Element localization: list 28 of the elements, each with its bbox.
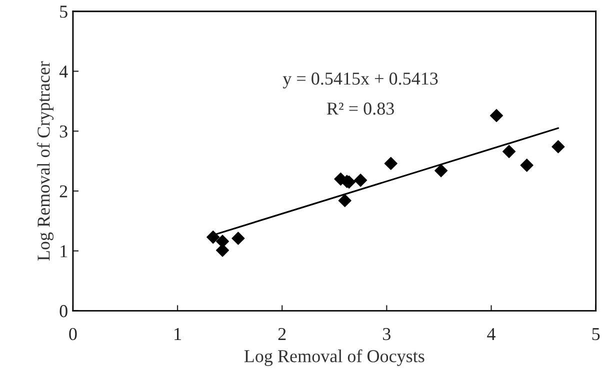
point xyxy=(216,244,230,257)
x-tick-label: 4 xyxy=(487,328,496,340)
point xyxy=(354,174,368,187)
point xyxy=(552,140,565,154)
point xyxy=(216,234,230,248)
point xyxy=(434,164,448,178)
y-tick-label: 4 xyxy=(59,66,68,78)
point xyxy=(206,230,220,244)
point xyxy=(384,156,398,170)
y-tick-label: 0 xyxy=(60,305,68,318)
x-tick-label: 2 xyxy=(278,328,286,340)
point xyxy=(520,158,534,172)
y-axis-title: Log Removal of Cryptracer xyxy=(36,61,54,261)
x-axis-title: Log Removal of Oocysts xyxy=(244,349,424,366)
y-tick-label: 1 xyxy=(60,245,68,258)
point xyxy=(232,232,245,245)
y-tick-label: 3 xyxy=(60,125,68,138)
annotation: R² = 0.83 xyxy=(326,102,394,115)
y-tick-label: 2 xyxy=(60,185,68,198)
x-tick-label: 0 xyxy=(69,328,77,340)
x-tick-label: 3 xyxy=(383,328,390,340)
x-tick-label: 1 xyxy=(174,328,181,340)
y-tick-label: 5 xyxy=(60,6,68,18)
annotation: y = 0.5415x + 0.5413 xyxy=(282,72,438,88)
point xyxy=(502,144,516,158)
point xyxy=(490,109,504,122)
x-tick-label: 5 xyxy=(592,328,600,340)
point xyxy=(338,194,352,208)
